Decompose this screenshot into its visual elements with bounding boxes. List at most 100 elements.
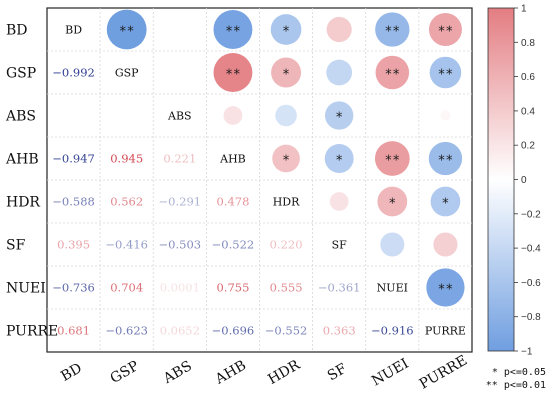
column-label: AHB (212, 357, 249, 388)
significance-stars: * (442, 197, 450, 212)
row-label: HDR (6, 195, 40, 211)
correlation-circle (391, 115, 393, 116)
diagonal-label: ABS (167, 110, 192, 123)
significance-stars: ** (438, 283, 454, 298)
row-label: PURRE (6, 324, 58, 340)
significance-stars: ** (438, 68, 454, 83)
correlation-circle (375, 12, 410, 47)
correlation-circle (275, 104, 297, 127)
correlation-circle (271, 57, 302, 88)
diagonal-label: SF (332, 239, 348, 252)
column-label: PURRE (417, 353, 470, 393)
colorbar-tick-label: 0.4 (521, 106, 535, 117)
correlation-value: 0.0652 (160, 324, 200, 338)
correlation-value: 0.220 (270, 238, 303, 252)
colorbar-tick-label: 0.6 (521, 72, 535, 83)
correlation-circle (325, 101, 354, 130)
significance-stars: ** (119, 25, 135, 40)
correlation-value: −0.992 (52, 66, 95, 80)
correlation-value: −0.696 (212, 324, 255, 338)
correlation-circle (272, 144, 300, 173)
significance-stars: * (388, 197, 396, 212)
column-label: GSP (108, 358, 142, 387)
row-label: BD (6, 23, 28, 39)
significance-stars: ** (225, 25, 241, 40)
correlation-value: 0.478 (216, 195, 249, 209)
colorbar-tick-label: 0.2 (521, 141, 535, 152)
diagonal-label: NUEI (377, 282, 408, 295)
significance-note-1: * p<=0.05 (492, 367, 546, 378)
correlation-value: 0.681 (57, 324, 90, 338)
colorbar-tick-label: −0.4 (521, 244, 541, 255)
correlation-circle (380, 232, 405, 257)
column-label: HDR (265, 357, 303, 388)
correlation-value: −0.916 (371, 324, 414, 338)
row-label: ABS (5, 109, 36, 125)
colorbar: 1 0.8 0.6 0.4 0.2 0 −0.2 −0.4 −0.6 −0.8 −1 (487, 4, 541, 358)
correlation-value: −0.947 (52, 152, 95, 166)
correlation-circle (428, 12, 462, 47)
significance-legend: * p<=0.05 ** p<=0.01 (486, 367, 546, 391)
colorbar-tick-label: −1 (521, 347, 533, 358)
diagonal-label: PURRE (425, 325, 466, 338)
correlation-circle (377, 186, 408, 217)
colorbar-tick-label: −0.6 (521, 278, 541, 289)
correlation-circle (430, 186, 461, 217)
column-labels: BD GSP ABS AHB HDR SF NUEI PURRE (58, 353, 470, 393)
correlation-circle (326, 59, 353, 86)
correlation-value: −0.623 (105, 324, 148, 338)
correlation-value: 0.562 (110, 195, 143, 209)
correlation-circle (375, 55, 410, 90)
significance-note-2: ** p<=0.01 (486, 380, 546, 391)
colorbar-gradient (487, 7, 515, 352)
column-label: BD (58, 360, 85, 385)
correlation-value: 0.704 (110, 281, 143, 295)
correlation-value: −0.522 (212, 238, 255, 252)
correlation-value: −0.361 (318, 281, 361, 295)
matrix-grid (46, 7, 473, 353)
significance-stars: * (335, 154, 343, 169)
correlation-circle (213, 10, 253, 49)
correlation-circle (429, 56, 462, 89)
diagonal-label: AHB (219, 153, 246, 166)
row-label: AHB (5, 152, 39, 168)
correlation-value: 0.945 (110, 152, 143, 166)
correlation-circle (426, 268, 465, 307)
correlation-value: −0.503 (159, 238, 202, 252)
significance-stars: ** (438, 25, 454, 40)
correlation-value: 0.363 (323, 324, 356, 338)
significance-stars: * (282, 25, 290, 40)
row-label: SF (6, 238, 26, 254)
row-labels: BD GSP ABS AHB HDR SF NUEI PURRE (5, 23, 58, 340)
diagonal-label: BD (65, 24, 82, 37)
correlation-value: 0.755 (216, 281, 249, 295)
significance-stars: * (282, 68, 290, 83)
correlation-circle (213, 53, 253, 92)
significance-stars: ** (384, 25, 400, 40)
significance-stars: ** (384, 154, 400, 169)
diagonal-label: HDR (273, 196, 300, 209)
correlation-value: −0.552 (265, 324, 308, 338)
correlation-value: 0.395 (57, 238, 90, 252)
correlation-circle (433, 232, 458, 257)
colorbar-tick-label: 0.8 (521, 38, 535, 49)
correlation-circle (374, 141, 410, 176)
significance-stars: ** (384, 68, 400, 83)
correlation-circle (329, 192, 349, 211)
correlation-value: 0.221 (163, 152, 196, 166)
correlation-circle (106, 9, 147, 50)
correlation-value: 0.0001 (160, 281, 200, 295)
correlation-value: −0.291 (159, 195, 202, 209)
significance-stars: * (282, 154, 290, 169)
correlation-circle (270, 14, 302, 45)
correlation-value: −0.736 (52, 281, 95, 295)
row-label: GSP (6, 66, 36, 82)
significance-stars: * (335, 111, 343, 126)
colorbar-tick-label: −0.2 (521, 209, 541, 220)
correlation-circle (324, 144, 354, 173)
colorbar-tick-label: −0.8 (521, 312, 541, 323)
diagonal-label: GSP (115, 67, 139, 80)
column-label: SF (325, 361, 350, 385)
